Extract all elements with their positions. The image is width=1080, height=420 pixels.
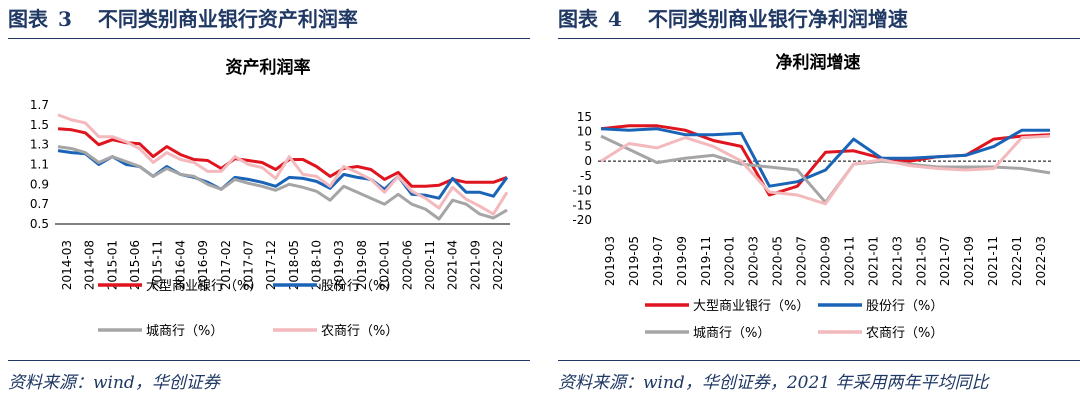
y-tick-label: 10 (577, 125, 592, 139)
x-tick-label: 2020-07 (795, 236, 809, 286)
x-tick-label: 2020-11 (423, 240, 437, 290)
series-line (600, 127, 1050, 188)
x-tick-label: 2016-04 (173, 240, 187, 290)
legend-label: 股份行（%） (866, 299, 943, 314)
y-tick-label: -10 (572, 184, 592, 198)
y-tick-label: 0.5 (30, 217, 49, 231)
series-line (600, 134, 1051, 206)
series-line (600, 124, 1051, 197)
x-tick-label: 2020-01 (723, 236, 737, 286)
figure-number: 4 (608, 7, 622, 31)
figure-3: 图表 3 不同类别商业银行资产利润率 资产利润率 1.7 1.5 1.3 1.1 0.9 0.7… (0, 0, 530, 420)
roa-chart: 资产利润率 1.7 1.5 1.3 1.1 0.9 0.7 0.5 2014-03 2014-08… (30, 57, 510, 339)
x-tick-label: 2017-07 (241, 240, 255, 290)
x-tick-label: 2022-03 (1034, 236, 1048, 286)
legend-label: 城商行（%） (693, 326, 770, 341)
figure-4-source: 资料来源：wind，华创证券，2021 年采用两年平均同比 (558, 360, 1080, 401)
x-tick-label: 2021-07 (938, 236, 952, 286)
x-tick-label: 2022-01 (1010, 236, 1024, 286)
legend-label: 股份行（%） (321, 279, 398, 294)
figure-3-header: 图表 3 不同类别商业银行资产利润率 (8, 2, 530, 39)
x-tick-label: 2019-03 (332, 240, 346, 290)
x-tick-label: 2020-11 (842, 236, 856, 286)
x-tick-label: 2020-06 (400, 240, 414, 290)
legend-label: 农商行（%） (321, 324, 398, 339)
x-tick-label: 2020-09 (819, 236, 833, 286)
x-tick-label: 2015-01 (105, 240, 119, 290)
x-tick-label: 2021-03 (890, 236, 904, 286)
legend-label: 农商行（%） (866, 326, 943, 341)
x-tick-label: 2020-01 (378, 240, 392, 290)
series-line (57, 149, 509, 200)
x-tick-label: 2014-03 (60, 240, 74, 290)
y-tick-label: 15 (577, 110, 592, 124)
x-tick-label: 2017-12 (264, 240, 278, 290)
x-tick-label: 2021-05 (914, 236, 928, 286)
figure-number: 3 (58, 7, 72, 31)
x-tick-label: 2017-02 (219, 240, 233, 290)
series-line (57, 113, 509, 216)
legend-label: 大型商业银行（%） (693, 299, 809, 314)
x-tick-label: 2021-11 (986, 236, 1000, 286)
figure-label: 图表 (558, 7, 598, 31)
y-tick-label: 0 (584, 154, 592, 168)
figure-title: 不同类别商业银行净利润增速 (647, 7, 908, 31)
x-tick-label: 2016-09 (196, 240, 210, 290)
figure-label: 图表 (8, 7, 48, 31)
y-tick-label: -15 (572, 198, 592, 212)
y-tick-label: 1.1 (30, 158, 49, 172)
x-tick-label: 2021-09 (468, 240, 482, 290)
x-tick-label: 2019-09 (675, 236, 689, 286)
y-tick-label: 1.5 (30, 118, 49, 132)
x-tick-label: 2020-03 (747, 236, 761, 286)
y-tick-label: 1.3 (30, 138, 49, 152)
y-tick-label: 0.7 (30, 197, 49, 211)
x-tick-label: 2015-06 (128, 240, 142, 290)
x-tick-label: 2019-03 (603, 236, 617, 286)
chart-title: 净利润增速 (776, 52, 861, 73)
x-tick-label: 2019-05 (627, 236, 641, 286)
y-tick-label: 1.7 (30, 98, 49, 112)
x-tick-label: 2021-09 (962, 236, 976, 286)
y-tick-label: 0.9 (30, 177, 49, 191)
y-tick-label: -20 (572, 213, 592, 227)
legend-label: 城商行（%） (146, 324, 223, 339)
x-tick-label: 2022-02 (491, 240, 505, 290)
x-tick-label: 2018-10 (310, 240, 324, 290)
y-tick-label: -5 (580, 169, 592, 183)
x-tick-label: 2019-11 (699, 236, 713, 286)
figure-3-source: 资料来源：wind，华创证券 (8, 360, 530, 401)
x-tick-label: 2021-01 (866, 236, 880, 286)
x-tick-label: 2019-07 (651, 236, 665, 286)
series-line (57, 145, 508, 221)
x-tick-label: 2019-08 (355, 240, 369, 290)
x-tick-label: 2020-05 (771, 236, 785, 286)
x-tick-label: 2021-04 (446, 240, 460, 290)
chart-title: 资产利润率 (226, 57, 311, 78)
y-tick-label: 5 (584, 139, 592, 153)
series-line (57, 127, 508, 188)
figure-4: 图表 4 不同类别商业银行净利润增速 净利润增速 15 10 5 0 -5 -10 -15 -20 2… (550, 0, 1080, 420)
figure-4-header: 图表 4 不同类别商业银行净利润增速 (558, 2, 1080, 39)
x-tick-label: 2015-11 (151, 240, 165, 290)
x-tick-label: 2018-05 (287, 240, 301, 290)
legend-label: 大型商业银行（%） (146, 279, 262, 294)
x-tick-label: 2014-08 (83, 240, 97, 290)
figure-title: 不同类别商业银行资产利润率 (97, 7, 358, 31)
